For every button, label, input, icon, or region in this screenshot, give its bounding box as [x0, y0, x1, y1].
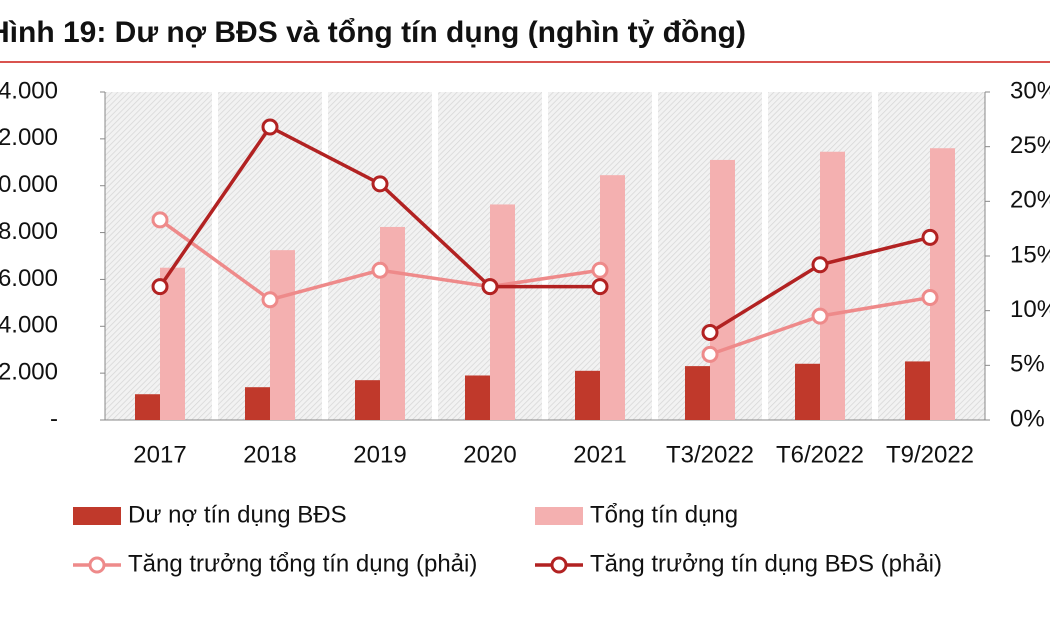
line-point [371, 261, 389, 279]
line-point [481, 278, 499, 296]
bar [245, 387, 270, 420]
bar [795, 363, 820, 420]
bar [600, 175, 625, 420]
line-point [591, 278, 609, 296]
line-point [701, 345, 719, 363]
bar [575, 370, 600, 420]
y-tick-label: 4.000 [0, 312, 58, 339]
x-tick-label: 2020 [463, 441, 516, 468]
legend-label: Tổng tín dụng [590, 501, 738, 528]
y2-tick-label: 0% [1010, 405, 1045, 432]
line-point [151, 211, 169, 229]
legend-swatch [535, 507, 583, 525]
legend-swatch [73, 507, 121, 525]
line-point [921, 289, 939, 307]
line-point [261, 291, 279, 309]
bar [270, 250, 295, 420]
y2-tick-label: 10% [1010, 296, 1050, 323]
line-point [371, 175, 389, 193]
y2-tick-label: 5% [1010, 351, 1045, 378]
bar [710, 159, 735, 420]
bar [135, 394, 160, 420]
line-point [261, 118, 279, 136]
line-point [921, 228, 939, 246]
y2-tick-label: 30% [1010, 77, 1050, 104]
bar [820, 151, 845, 420]
chart-title: Hình 19: Dư nợ BĐS và tổng tín dụng (ngh… [0, 16, 746, 49]
x-tick-label: T3/2022 [666, 441, 754, 468]
y-tick-label: 6.000 [0, 265, 58, 292]
line-point [811, 307, 829, 325]
legend-swatch [550, 556, 568, 574]
legend-label: Tăng trưởng tín dụng BĐS (phải) [590, 550, 942, 577]
x-tick-label: T6/2022 [776, 441, 864, 468]
x-tick-label: 2017 [133, 441, 186, 468]
legend-label: Tăng trưởng tổng tín dụng (phải) [128, 550, 477, 577]
bar [355, 380, 380, 420]
bar [930, 148, 955, 420]
x-tick-label: 2021 [573, 441, 626, 468]
y-tick-label: 10.000 [0, 171, 58, 198]
bar [685, 366, 710, 420]
y-tick-label: 12.000 [0, 124, 58, 151]
x-tick-label: T9/2022 [886, 441, 974, 468]
line-point [591, 261, 609, 279]
x-tick-label: 2018 [243, 441, 296, 468]
bar [905, 361, 930, 420]
y2-tick-label: 15% [1010, 241, 1050, 268]
y-tick-label: - [50, 405, 58, 432]
y2-tick-label: 20% [1010, 187, 1050, 214]
line-point [151, 278, 169, 296]
y-tick-label: 8.000 [0, 218, 58, 245]
bar [465, 375, 490, 420]
bar [490, 204, 515, 420]
legend-swatch [88, 556, 106, 574]
bar [380, 226, 405, 420]
y-tick-label: 2.000 [0, 358, 58, 385]
legend-label: Dư nợ tín dụng BĐS [128, 501, 347, 528]
line-point [811, 256, 829, 274]
x-tick-label: 2019 [353, 441, 406, 468]
y2-tick-label: 25% [1010, 132, 1050, 159]
line-point [701, 324, 719, 342]
y-tick-label: 14.000 [0, 77, 58, 104]
